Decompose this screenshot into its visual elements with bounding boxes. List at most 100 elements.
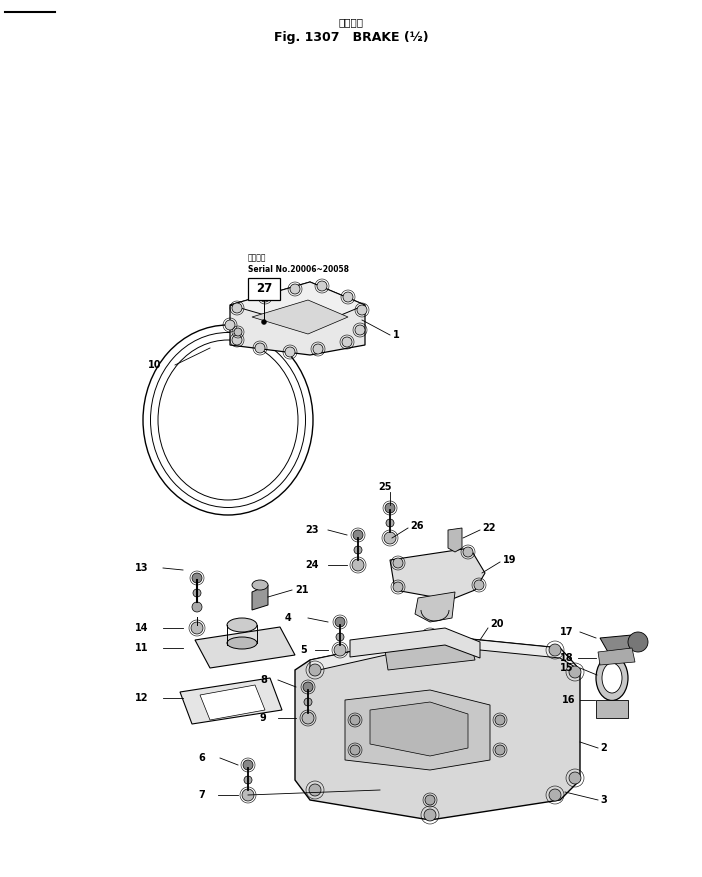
Circle shape [309, 664, 321, 676]
Circle shape [354, 546, 362, 554]
Circle shape [424, 631, 436, 643]
Circle shape [290, 284, 300, 294]
Polygon shape [345, 690, 490, 770]
Polygon shape [252, 585, 268, 610]
Circle shape [355, 325, 365, 335]
Text: 3: 3 [600, 795, 607, 805]
Polygon shape [390, 548, 485, 600]
Circle shape [474, 580, 484, 590]
Circle shape [357, 305, 367, 315]
Circle shape [569, 772, 581, 784]
Polygon shape [596, 700, 628, 718]
Text: 27: 27 [256, 282, 272, 296]
Ellipse shape [227, 637, 257, 649]
Circle shape [334, 644, 346, 656]
Circle shape [309, 784, 321, 796]
FancyBboxPatch shape [248, 278, 280, 300]
Circle shape [304, 698, 312, 706]
Polygon shape [200, 685, 265, 720]
Circle shape [192, 573, 202, 583]
Circle shape [549, 789, 561, 801]
Text: 8: 8 [260, 675, 267, 685]
Circle shape [386, 519, 394, 527]
Circle shape [285, 347, 295, 357]
Ellipse shape [602, 663, 622, 693]
Text: 24: 24 [305, 560, 319, 570]
Circle shape [232, 335, 242, 345]
Circle shape [353, 530, 363, 540]
Circle shape [244, 776, 252, 784]
Circle shape [242, 789, 254, 801]
Text: 18: 18 [560, 653, 574, 663]
Circle shape [191, 622, 203, 634]
Circle shape [335, 617, 345, 627]
Text: 4: 4 [285, 613, 292, 623]
Polygon shape [180, 678, 282, 724]
Circle shape [495, 745, 505, 755]
Text: 25: 25 [378, 482, 392, 492]
Circle shape [352, 559, 364, 571]
Circle shape [343, 292, 353, 302]
Circle shape [425, 795, 435, 805]
Text: 21: 21 [295, 585, 308, 595]
Circle shape [234, 328, 242, 336]
Circle shape [317, 281, 327, 291]
Circle shape [628, 632, 648, 652]
Circle shape [495, 715, 505, 725]
Circle shape [255, 343, 265, 353]
Text: 15: 15 [560, 663, 574, 673]
Circle shape [549, 644, 561, 656]
Text: 14: 14 [135, 623, 149, 633]
Text: 20: 20 [490, 619, 503, 629]
Ellipse shape [596, 655, 628, 701]
Text: 9: 9 [260, 713, 267, 723]
Circle shape [384, 532, 396, 544]
Polygon shape [385, 640, 475, 670]
Polygon shape [370, 702, 468, 756]
Polygon shape [230, 282, 365, 355]
Text: 22: 22 [482, 523, 496, 533]
Text: 適用号等: 適用号等 [248, 253, 267, 262]
Circle shape [336, 633, 344, 641]
Text: 17: 17 [560, 627, 574, 637]
Polygon shape [598, 648, 635, 665]
Circle shape [350, 745, 360, 755]
Polygon shape [600, 635, 638, 652]
Circle shape [260, 292, 270, 302]
Polygon shape [230, 282, 365, 328]
Text: 10: 10 [148, 360, 161, 370]
Circle shape [193, 589, 201, 597]
Text: 26: 26 [410, 521, 423, 531]
Circle shape [393, 558, 403, 568]
Circle shape [393, 582, 403, 592]
Circle shape [262, 319, 267, 324]
Polygon shape [350, 628, 480, 658]
Text: 12: 12 [135, 693, 149, 703]
Text: 2: 2 [600, 743, 607, 753]
Circle shape [303, 682, 313, 692]
Polygon shape [448, 528, 462, 552]
Circle shape [569, 666, 581, 678]
Text: 7: 7 [198, 790, 205, 800]
Circle shape [243, 760, 253, 770]
Polygon shape [195, 627, 295, 668]
Polygon shape [295, 635, 580, 820]
Text: Serial No.20006~20058: Serial No.20006~20058 [248, 266, 349, 275]
Circle shape [342, 337, 352, 347]
Circle shape [313, 344, 323, 354]
Circle shape [463, 547, 473, 557]
Text: 11: 11 [135, 643, 149, 653]
Circle shape [302, 712, 314, 724]
Circle shape [225, 320, 235, 330]
Circle shape [192, 602, 202, 612]
Ellipse shape [227, 618, 257, 632]
Ellipse shape [252, 580, 268, 590]
Text: 1: 1 [393, 330, 399, 340]
Text: 5: 5 [300, 645, 307, 655]
Text: Fig. 1307   BRAKE (½): Fig. 1307 BRAKE (½) [274, 32, 428, 45]
Polygon shape [415, 592, 455, 622]
Text: 19: 19 [503, 555, 517, 565]
Circle shape [424, 809, 436, 821]
Text: 13: 13 [135, 563, 149, 573]
Circle shape [350, 715, 360, 725]
